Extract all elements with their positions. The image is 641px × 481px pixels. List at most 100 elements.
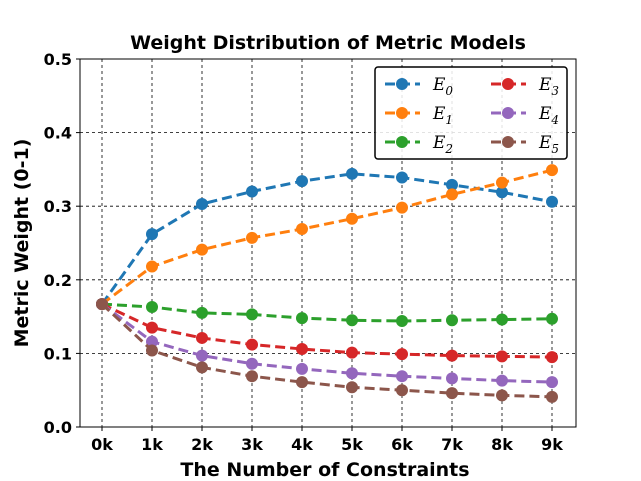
- series-e0: [96, 167, 558, 311]
- data-point: [546, 376, 558, 389]
- y-tick-label: 0.1: [44, 344, 72, 363]
- y-tick-label: 0.4: [44, 124, 72, 143]
- x-tick-label: 1k: [141, 435, 163, 454]
- data-point: [496, 313, 508, 326]
- x-tick-label: 7k: [441, 435, 463, 454]
- x-axis-label: The Number of Constraints: [180, 459, 469, 481]
- legend-marker: [396, 107, 408, 119]
- data-point: [246, 185, 258, 198]
- x-axis-ticks: 0k 1k 2k 3k 4k 5k 6k 7k 8k 9k: [91, 427, 563, 454]
- data-point: [246, 370, 258, 383]
- data-point: [196, 361, 208, 374]
- legend-subscript: 2: [444, 142, 453, 156]
- legend-box: [374, 66, 568, 160]
- data-point: [446, 372, 458, 385]
- data-point: [146, 301, 158, 314]
- legend-subscript: 5: [551, 142, 559, 156]
- data-point: [196, 197, 208, 210]
- y-tick-label: 0.5: [44, 50, 72, 69]
- data-point: [196, 243, 208, 256]
- legend-subscript: 4: [550, 113, 559, 127]
- x-tick-label: 2k: [191, 435, 213, 454]
- legend-marker: [502, 78, 514, 90]
- data-point: [146, 344, 158, 357]
- data-point: [296, 376, 308, 389]
- x-tick-label: 6k: [391, 435, 413, 454]
- series-e3: [96, 298, 558, 364]
- data-point: [446, 314, 458, 327]
- series-e1: [96, 164, 558, 311]
- series-line: [101, 302, 553, 323]
- data-point: [496, 350, 508, 363]
- series-group: [96, 164, 558, 403]
- x-tick-label: 3k: [241, 435, 263, 454]
- data-point: [146, 228, 158, 241]
- x-tick-label: 0k: [91, 435, 113, 454]
- data-point: [296, 362, 308, 375]
- data-point: [496, 176, 508, 189]
- data-point: [396, 348, 408, 361]
- legend-marker: [396, 136, 408, 148]
- data-point: [296, 175, 308, 188]
- data-point: [146, 335, 158, 348]
- x-tick-label: 5k: [341, 435, 363, 454]
- series-e2: [96, 298, 558, 328]
- x-tick-label: 8k: [491, 435, 513, 454]
- plot-frame: [79, 58, 577, 428]
- series-e5: [96, 298, 558, 403]
- data-point: [96, 298, 108, 311]
- legend-subscript: 1: [445, 113, 453, 127]
- legend-marker: [502, 107, 514, 119]
- y-axis-ticks: 0.0 0.1 0.2 0.3 0.4 0.5: [44, 50, 80, 437]
- data-point: [396, 370, 408, 383]
- x-tick-label: 9k: [541, 435, 563, 454]
- data-point: [396, 315, 408, 328]
- data-point: [246, 357, 258, 370]
- data-point: [196, 306, 208, 319]
- data-point: [346, 167, 358, 180]
- y-tick-label: 0.3: [44, 197, 72, 216]
- legend-marker: [396, 78, 408, 90]
- data-point: [496, 186, 508, 199]
- series-line: [100, 172, 553, 305]
- data-point: [546, 312, 558, 325]
- data-point: [396, 201, 408, 214]
- series-e4: [96, 298, 558, 389]
- data-point: [346, 346, 358, 359]
- data-point: [546, 351, 558, 364]
- data-point: [346, 212, 358, 225]
- x-tick-label: 4k: [291, 435, 313, 454]
- series-line: [101, 302, 553, 359]
- data-point: [496, 389, 508, 402]
- data-point: [146, 321, 158, 334]
- legend-subscript: 0: [445, 84, 453, 98]
- y-axis-label: Metric Weight (0-1): [11, 139, 33, 348]
- data-point: [446, 387, 458, 400]
- data-point: [296, 312, 308, 325]
- data-point: [346, 381, 358, 394]
- data-point: [146, 260, 158, 273]
- legend-marker: [502, 136, 514, 148]
- data-point: [446, 349, 458, 362]
- data-point: [396, 384, 408, 397]
- y-tick-label: 0.0: [44, 418, 72, 437]
- data-point: [396, 171, 408, 184]
- data-point: [296, 223, 308, 236]
- data-point: [246, 231, 258, 244]
- data-point: [446, 178, 458, 191]
- chart-title: Weight Distribution of Metric Models: [130, 32, 526, 54]
- data-point: [496, 374, 508, 387]
- data-point: [546, 195, 558, 208]
- data-point: [346, 367, 358, 380]
- series-line: [100, 302, 553, 399]
- data-point: [196, 331, 208, 344]
- data-point: [246, 338, 258, 351]
- data-point: [346, 314, 358, 327]
- data-point: [196, 349, 208, 362]
- legend-subscript: 3: [551, 84, 559, 98]
- series-line: [101, 168, 553, 306]
- y-tick-label: 0.2: [44, 271, 72, 290]
- data-point: [546, 390, 558, 403]
